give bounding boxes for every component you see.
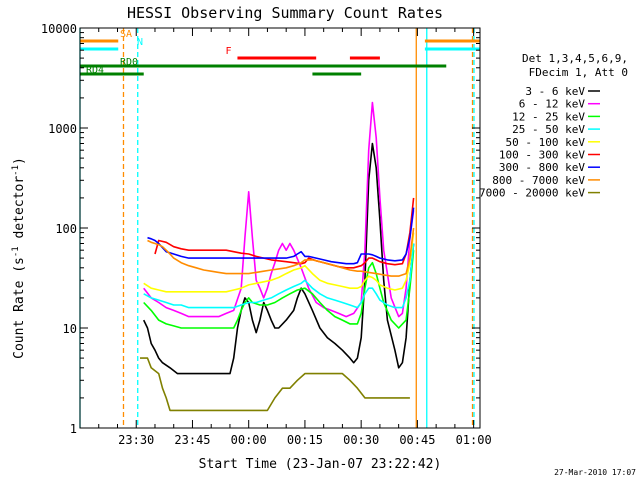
series-line-300-800keV bbox=[147, 207, 415, 265]
x-tick-label-0: 23:30 bbox=[118, 433, 154, 447]
legend-label-7: 800 - 7000 keV bbox=[492, 174, 585, 187]
legend-label-2: 12 - 25 keV bbox=[512, 110, 585, 123]
x-tick-label-4: 00:30 bbox=[343, 433, 379, 447]
legend-label-6: 300 - 800 keV bbox=[499, 161, 585, 174]
series-line-7000-20000keV bbox=[140, 357, 410, 412]
flag-bars: SA N F RD0 RD4 bbox=[80, 29, 480, 76]
x-tick-label-3: 00:15 bbox=[287, 433, 323, 447]
y-tick-label-0: 1 bbox=[70, 422, 77, 436]
series-line-50-100keV bbox=[143, 232, 415, 293]
flag-label-n: N bbox=[137, 37, 143, 48]
y-label-part-3: ) bbox=[12, 157, 27, 165]
y-tick-label-4: 10000 bbox=[41, 22, 77, 36]
timestamp: 27-Mar-2010 17:07 bbox=[554, 468, 636, 477]
legend-label-0: 3 - 6 keV bbox=[525, 85, 585, 98]
x-tick-label-1: 23:45 bbox=[174, 433, 210, 447]
x-axis-label: Start Time (23-Jan-07 23:22:42) bbox=[199, 457, 442, 472]
series-line-6-12keV bbox=[143, 101, 415, 318]
y-label-sup-1: -1 bbox=[11, 246, 21, 257]
plot-frame bbox=[79, 27, 481, 429]
y-tick-label-2: 100 bbox=[55, 222, 77, 236]
series-line-12-25keV bbox=[143, 250, 415, 329]
axes: 23:30 23:45 00:00 00:15 00:30 00:45 01:00 1 10 10… bbox=[41, 22, 492, 447]
x-tick-label-2: 00:00 bbox=[231, 433, 267, 447]
legend-label-8: 7000 - 20000 keV bbox=[479, 187, 585, 200]
legend-label-5: 100 - 300 keV bbox=[499, 149, 585, 162]
legend-label-1: 6 - 12 keV bbox=[519, 98, 586, 111]
series-line-100-300keV bbox=[154, 197, 415, 269]
vertical-marker-lines bbox=[79, 28, 475, 428]
y-tick-label-1: 10 bbox=[63, 322, 77, 336]
legend-header-1: FDecim 1, Att 0 bbox=[529, 66, 628, 79]
flag-label-f: F bbox=[225, 46, 231, 57]
y-label-sup-2: -1 bbox=[11, 165, 21, 176]
x-tick-label-6: 01:00 bbox=[456, 433, 492, 447]
y-label-part-2: detector bbox=[12, 176, 27, 247]
series-line-800-7000keV bbox=[147, 227, 415, 277]
series-line-3-6keV bbox=[142, 142, 415, 375]
legend-label-3: 25 - 50 keV bbox=[512, 123, 585, 136]
legend-label-4: 50 - 100 keV bbox=[506, 136, 586, 149]
y-tick-label-3: 1000 bbox=[48, 122, 77, 136]
y-axis-label: Count Rate (s-1 detector-1) bbox=[11, 157, 27, 359]
legend: Det 1,3,4,5,6,9,FDecim 1, Att 0 3 - 6 keV… bbox=[479, 52, 628, 200]
series-line-25-50keV bbox=[143, 243, 415, 309]
flag-label-rd0: RD0 bbox=[120, 57, 138, 68]
x-tick-label-5: 00:45 bbox=[399, 433, 435, 447]
chart-title: HESSI Observing Summary Count Rates bbox=[127, 4, 443, 22]
series-lines bbox=[140, 101, 415, 412]
flag-label-rd4: RD4 bbox=[86, 65, 104, 76]
legend-header-0: Det 1,3,4,5,6,9, bbox=[522, 52, 628, 65]
flag-label-sa: SA bbox=[120, 29, 132, 40]
y-label-part-1: Count Rate (s bbox=[12, 257, 27, 359]
